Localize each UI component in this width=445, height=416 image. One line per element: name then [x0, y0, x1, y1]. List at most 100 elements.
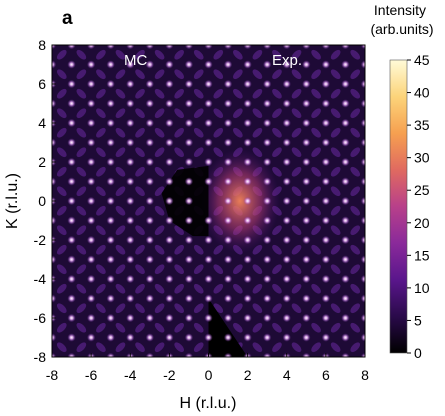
diffuse-lobe [135, 283, 145, 294]
bragg-peak [67, 255, 76, 264]
bragg-peak [165, 255, 174, 264]
diffuse-lobe [330, 88, 341, 99]
bragg-peak [67, 60, 76, 69]
x-tick-label: 4 [283, 367, 291, 383]
bragg-peak [360, 79, 365, 89]
diffuse-lobe [291, 166, 302, 177]
diffuse-lobe [291, 342, 302, 353]
bragg-peak [223, 99, 233, 108]
bragg-peak [145, 99, 155, 108]
diffuse-lobe [310, 29, 323, 42]
bragg-peak [282, 235, 291, 245]
diffuse-lobe [115, 127, 126, 138]
diffuse-lobe [233, 49, 243, 60]
colorbar-tick-label: 5 [414, 312, 422, 328]
bragg-peak [243, 157, 252, 167]
diffuse-lobe [96, 205, 106, 216]
bragg-peak [204, 294, 213, 303]
bragg-peak [243, 196, 252, 206]
bragg-peak [341, 216, 350, 225]
y-tick-label: 4 [38, 115, 46, 131]
bragg-peak [341, 177, 350, 186]
y-tick-label: -2 [34, 232, 47, 248]
diffuse-lobe [213, 264, 224, 275]
diffuse-lobe [252, 322, 263, 333]
bragg-peak [106, 313, 115, 323]
diffuse-lobe [233, 108, 243, 119]
bragg-peak [262, 99, 272, 108]
bragg-peak [262, 313, 272, 323]
diffuse-lobe [76, 342, 87, 353]
diffuse-lobe [252, 147, 263, 158]
diffuse-lobe [76, 225, 87, 236]
bragg-peak [145, 138, 155, 147]
bragg-peak [341, 333, 350, 342]
bragg-peak [52, 216, 57, 225]
bragg-peak [243, 118, 252, 128]
diffuse-lobe [368, 224, 381, 237]
bragg-peak [126, 313, 135, 323]
diffuse-lobe [193, 342, 204, 353]
diffuse-lobe [330, 69, 341, 80]
diffuse-lobe [76, 322, 87, 333]
diffuse-lobe [115, 69, 126, 80]
bragg-peak [223, 157, 233, 167]
bragg-peak [262, 352, 272, 357]
bragg-peak [67, 45, 76, 50]
diffuse-lobe [291, 205, 302, 216]
bragg-peak [282, 157, 291, 167]
bragg-peak [67, 79, 76, 89]
diffuse-lobe [329, 29, 342, 42]
bragg-peak [223, 235, 233, 245]
diffuse-lobe [270, 29, 283, 42]
y-tick-label: 8 [38, 37, 46, 53]
bragg-peak [106, 177, 115, 186]
diffuse-lobe [350, 283, 361, 294]
bragg-peak [52, 45, 57, 50]
diffuse-lobe [96, 108, 106, 119]
diffuse-lobe [174, 49, 184, 60]
bragg-peak [126, 274, 135, 284]
bragg-peak [282, 45, 291, 50]
bragg-peak [282, 216, 291, 225]
diffuse-lobe [272, 127, 282, 138]
y-tick-label: -6 [34, 310, 47, 326]
colorbar-tick-label: 45 [414, 52, 430, 68]
bragg-peak [204, 118, 213, 128]
bragg-peak [341, 157, 350, 167]
bragg-peak [282, 177, 291, 186]
bragg-peak [86, 294, 96, 303]
diffuse-lobe [154, 186, 165, 197]
diffuse-lobe [213, 127, 224, 138]
bragg-peak [321, 294, 331, 303]
bragg-peak [302, 118, 311, 128]
bragg-peak [126, 138, 135, 147]
bragg-peak [341, 255, 350, 264]
bragg-peak [302, 157, 311, 167]
diffuse-lobe [272, 69, 282, 80]
diffuse-lobe [231, 29, 244, 42]
diffuse-lobe [76, 244, 87, 255]
bragg-peak [145, 333, 155, 342]
diffuse-lobe [135, 303, 145, 314]
bragg-peak [223, 118, 233, 128]
diffuse-lobe [368, 48, 381, 61]
bragg-peak [52, 99, 57, 108]
y-tick-label: 2 [38, 154, 46, 170]
diffuse-lobe [193, 264, 204, 275]
bragg-peak [67, 99, 76, 108]
bragg-peak [165, 79, 174, 89]
diffuse-lobe [311, 49, 321, 60]
diffuse-lobe [330, 147, 341, 158]
diffuse-lobe [115, 225, 126, 236]
bragg-peak [243, 274, 252, 284]
colorbar: Intensity (arb.units) 45 40 35 30 25 20 15 10 5 0 [370, 2, 433, 361]
bragg-peak [106, 216, 115, 225]
bragg-peak [223, 352, 233, 357]
bragg-peak [262, 157, 272, 167]
bragg-peak [282, 138, 291, 147]
diffuse-lobe [330, 303, 341, 314]
diffuse-lobe [56, 244, 67, 255]
diffuse-lobe [154, 303, 165, 314]
diffuse-lobe [368, 107, 381, 120]
